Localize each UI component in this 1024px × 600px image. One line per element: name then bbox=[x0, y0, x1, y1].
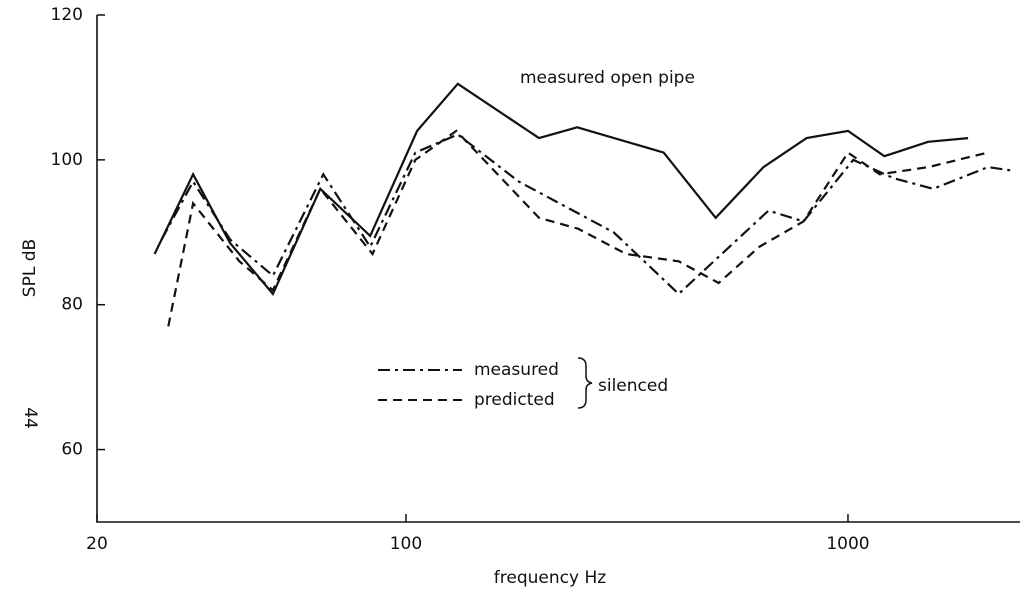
x-tick-label: 20 bbox=[86, 534, 108, 554]
x-tick-label: 100 bbox=[390, 534, 422, 554]
series-line bbox=[153, 82, 969, 296]
y-tick-label: 120 bbox=[51, 5, 83, 25]
series-annotation: measured open pipe bbox=[520, 68, 695, 88]
legend-group-label: silenced bbox=[598, 376, 668, 396]
series-line bbox=[167, 129, 988, 327]
legend-brace bbox=[577, 357, 593, 409]
x-tick-label: 1000 bbox=[826, 534, 869, 554]
series-line bbox=[160, 133, 1013, 296]
x-axis-label: frequency Hz bbox=[494, 568, 606, 588]
legend-label: measured bbox=[474, 360, 559, 380]
y-axis-label: SPL dB bbox=[20, 239, 40, 297]
legend-label: predicted bbox=[474, 390, 555, 410]
y-tick-label: 60 bbox=[61, 440, 83, 460]
y-tick-label: 100 bbox=[51, 150, 83, 170]
page-number: 44 bbox=[20, 407, 40, 429]
y-tick-label: 80 bbox=[61, 295, 83, 315]
axes bbox=[96, 15, 1020, 523]
